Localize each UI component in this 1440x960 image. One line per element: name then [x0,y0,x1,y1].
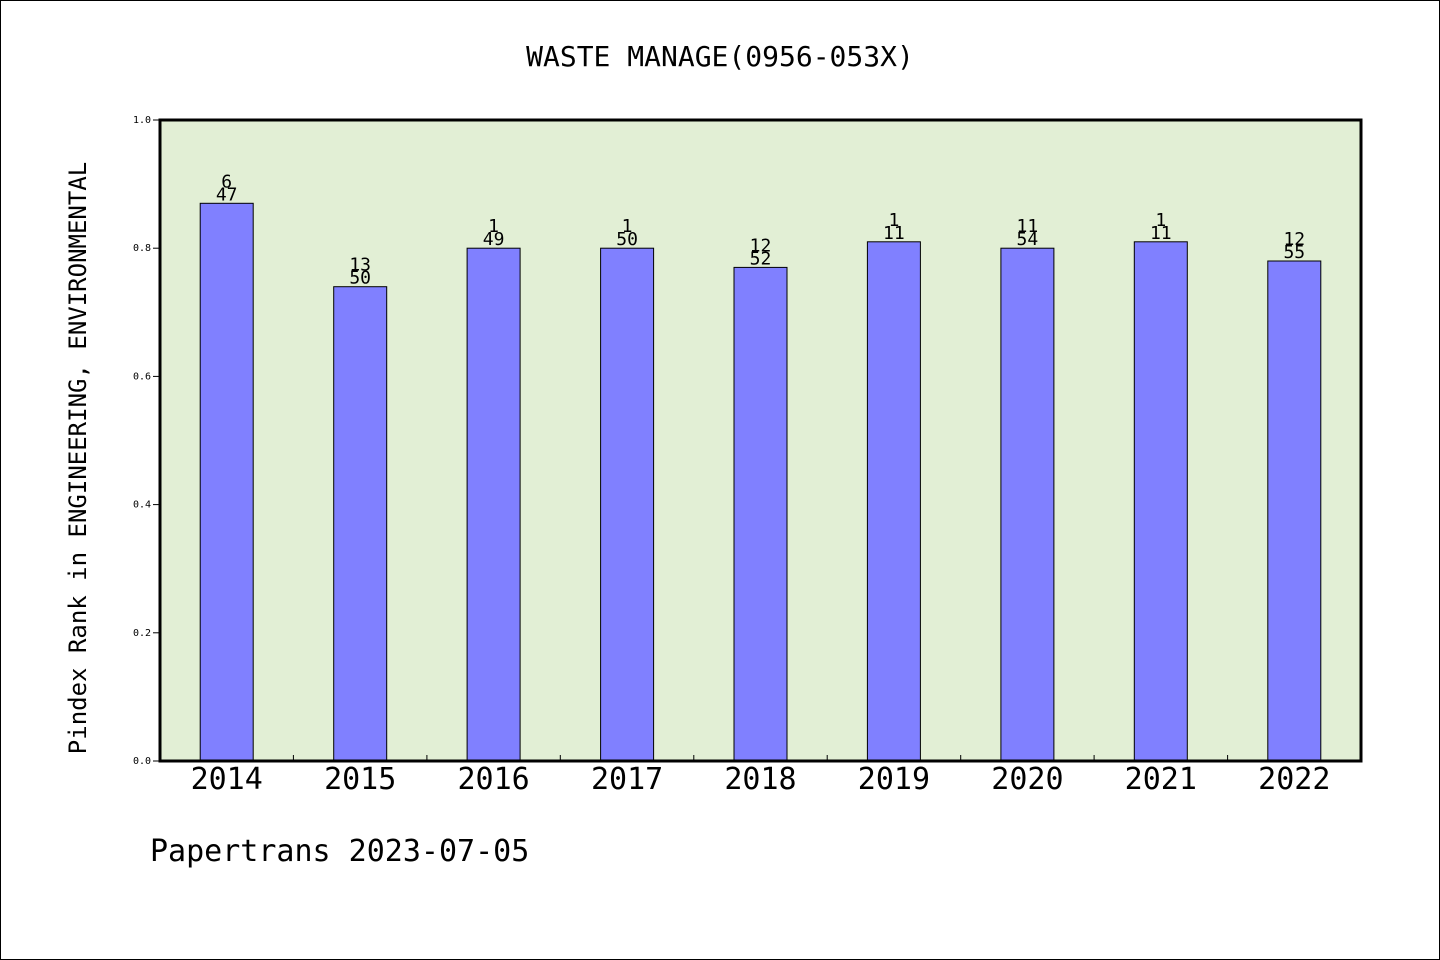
bar-2015 [333,286,388,762]
bar-2022 [1267,260,1322,762]
bar-2020 [1000,247,1055,762]
total-label-2016: 49 [483,229,505,250]
rank-label-2014: 6 [221,171,232,192]
footer-credit: Papertrans 2023-07-05 [150,834,530,869]
rank-label-2021: 1 [1155,210,1166,231]
x-tick-label-2014: 2014 [191,762,263,797]
total-label-2017: 50 [616,229,638,250]
rank-label-2016: 1 [488,216,499,237]
y-tick-label: 0.2 [133,628,151,639]
bar-2014 [199,202,254,762]
plot-border [158,118,1363,763]
y-tick-label: 0.0 [133,756,151,767]
y-tick-label: 1.0 [133,115,151,126]
bar-2016 [466,247,521,762]
y-ticks-layer: 0.0 0.2 0.4 0.6 0.8 1.0 [133,115,160,767]
bar-2017 [600,247,655,762]
x-tick-label-2017: 2017 [591,762,663,797]
bar-2021 [1133,241,1188,762]
x-ticks-layer: 2014 2015 2016 2017 2018 2019 2020 2021 2022 [191,755,1330,797]
x-tick-label-2020: 2020 [991,762,1063,797]
rank-label-2019: 1 [888,210,899,231]
bar-2019 [866,241,921,762]
bar-2018 [733,266,788,762]
rank-label-2020: 11 [1017,216,1039,237]
rank-label-2022: 12 [1283,229,1305,250]
x-tick-label-2021: 2021 [1125,762,1197,797]
y-tick-label: 0.6 [133,371,151,382]
x-tick-label-2019: 2019 [858,762,930,797]
x-tick-label-2022: 2022 [1258,762,1330,797]
x-tick-label-2016: 2016 [457,762,529,797]
rank-label-2018: 12 [750,235,772,256]
chart-title: WASTE MANAGE(0956-053X) [526,40,914,73]
total-label-2021: 11 [1150,223,1172,244]
y-tick-label: 0.8 [133,243,151,254]
rank-label-2017: 1 [622,216,633,237]
total-label-2019: 11 [883,223,905,244]
y-axis-label: Pindex Rank in ENGINEERING, ENVIRONMENTA… [64,162,92,754]
total-label-2020: 54 [1017,229,1039,250]
rank-label-2015: 13 [349,255,371,276]
x-tick-label-2015: 2015 [324,762,396,797]
x-tick-label-2018: 2018 [724,762,796,797]
y-tick-label: 0.4 [133,500,151,511]
bars-layer [199,202,1322,762]
total-label-2022: 55 [1283,242,1305,263]
total-label-2015: 50 [349,268,371,289]
total-label-2018: 52 [750,248,772,269]
total-label-2014: 47 [216,184,238,205]
